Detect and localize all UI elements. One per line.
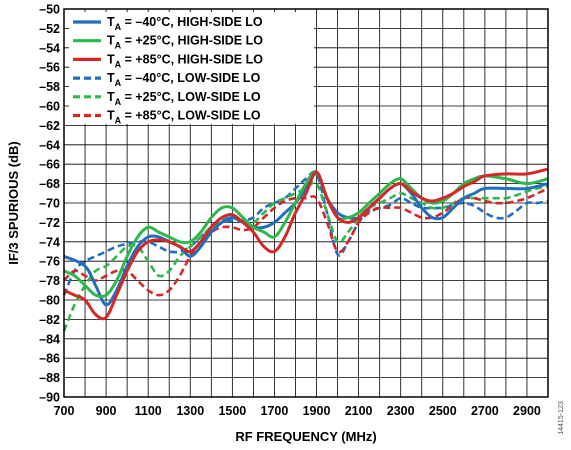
legend-label-pre: T	[107, 109, 115, 123]
x-tick-label: 2900	[513, 404, 541, 418]
legend-label-sub: A	[115, 59, 122, 69]
x-tick-label: 1100	[135, 404, 162, 418]
y-tick-label: –80	[39, 294, 60, 308]
y-tick-label: –84	[39, 332, 60, 346]
legend-label-sub: A	[115, 97, 122, 107]
y-tick-label: –72	[39, 216, 60, 230]
x-tick-label: 2100	[345, 404, 373, 418]
y-tick-label: –86	[39, 352, 60, 366]
y-tick-label: –68	[39, 177, 60, 191]
y-tick-label: –54	[39, 41, 60, 55]
y-tick-label: –74	[39, 235, 60, 249]
legend-label-pre: T	[107, 90, 115, 104]
legend-background	[69, 12, 314, 124]
legend-label-post: = +25°C, HIGH-SIDE LO	[121, 34, 263, 48]
legend-label-pre: T	[107, 34, 115, 48]
y-tick-label: –90	[39, 391, 60, 405]
y-tick-label: –56	[39, 61, 60, 75]
figure-id: 14415-123	[558, 401, 565, 435]
legend-label-sub: A	[115, 22, 122, 32]
series-layer	[62, 167, 549, 332]
legend-label-0: TA = –40°C, HIGH-SIDE LO	[107, 15, 263, 32]
y-tick-label: –62	[39, 119, 60, 133]
y-axis-title: IF/3 SPURIOUS (dB)	[6, 141, 21, 265]
x-tick-label: 2300	[387, 404, 415, 418]
y-tick-label: –70	[39, 197, 60, 211]
x-axis-title: RF FREQUENCY (MHz)	[235, 429, 376, 444]
grid	[63, 8, 549, 398]
x-tick-label: 700	[54, 404, 75, 418]
legend-label-1: TA = +25°C, HIGH-SIDE LO	[107, 34, 263, 51]
y-tick-label: –82	[39, 313, 60, 327]
y-tick-label: –64	[39, 138, 60, 152]
y-tick-label: –52	[39, 22, 60, 36]
legend-label-3: TA = –40°C, LOW-SIDE LO	[107, 71, 261, 88]
legend-label-5: TA = +85°C, LOW-SIDE LO	[107, 109, 261, 126]
series-line-4	[62, 181, 549, 332]
x-tick-label: 2500	[429, 404, 457, 418]
series-line-2	[63, 167, 549, 321]
legend-label-pre: T	[107, 52, 115, 66]
y-tick-label: –88	[39, 371, 60, 385]
series-line-3	[62, 170, 549, 296]
x-tick-labels: 700 900 1100 1300 1500 1700 1900 2100 2300 2500 27…	[54, 404, 541, 418]
x-tick-label: 1700	[261, 404, 289, 418]
legend-label-sub: A	[115, 41, 122, 51]
legend-label-sub: A	[115, 116, 122, 126]
y-tick-label: –78	[39, 274, 60, 288]
y-tick-label: –66	[39, 158, 60, 172]
legend-label-post: = –40°C, LOW-SIDE LO	[121, 71, 260, 85]
legend-label-post: = +85°C, HIGH-SIDE LO	[121, 52, 263, 66]
series-line-1	[63, 170, 549, 299]
legend-label-pre: T	[107, 15, 115, 29]
y-tick-label: –60	[39, 100, 60, 114]
x-tick-label: 1300	[176, 404, 204, 418]
legend-label-post: = +25°C, LOW-SIDE LO	[121, 90, 261, 104]
legend-label-post: = –40°C, HIGH-SIDE LO	[121, 15, 263, 29]
plot-frame	[63, 8, 549, 398]
y-tick-label: –50	[39, 3, 60, 17]
y-tick-label: –58	[39, 80, 60, 94]
legend-label-pre: T	[107, 71, 115, 85]
legend-label-sub: A	[115, 78, 122, 88]
y-tick-labels: –90 –88 –86 –84 –82 –80 –78 –76 –74 –72 –70 –68 –66 –…	[39, 3, 60, 405]
x-tick-label: 2700	[471, 404, 499, 418]
y-tick-label: –76	[39, 255, 60, 269]
x-tick-label: 1900	[303, 404, 331, 418]
x-tick-label: 900	[96, 404, 117, 418]
legend-label-post: = +85°C, LOW-SIDE LO	[121, 109, 261, 123]
x-tick-label: 1500	[218, 404, 246, 418]
legend-label-4: TA = +25°C, LOW-SIDE LO	[107, 90, 261, 107]
legend-label-2: TA = +85°C, HIGH-SIDE LO	[107, 52, 263, 69]
